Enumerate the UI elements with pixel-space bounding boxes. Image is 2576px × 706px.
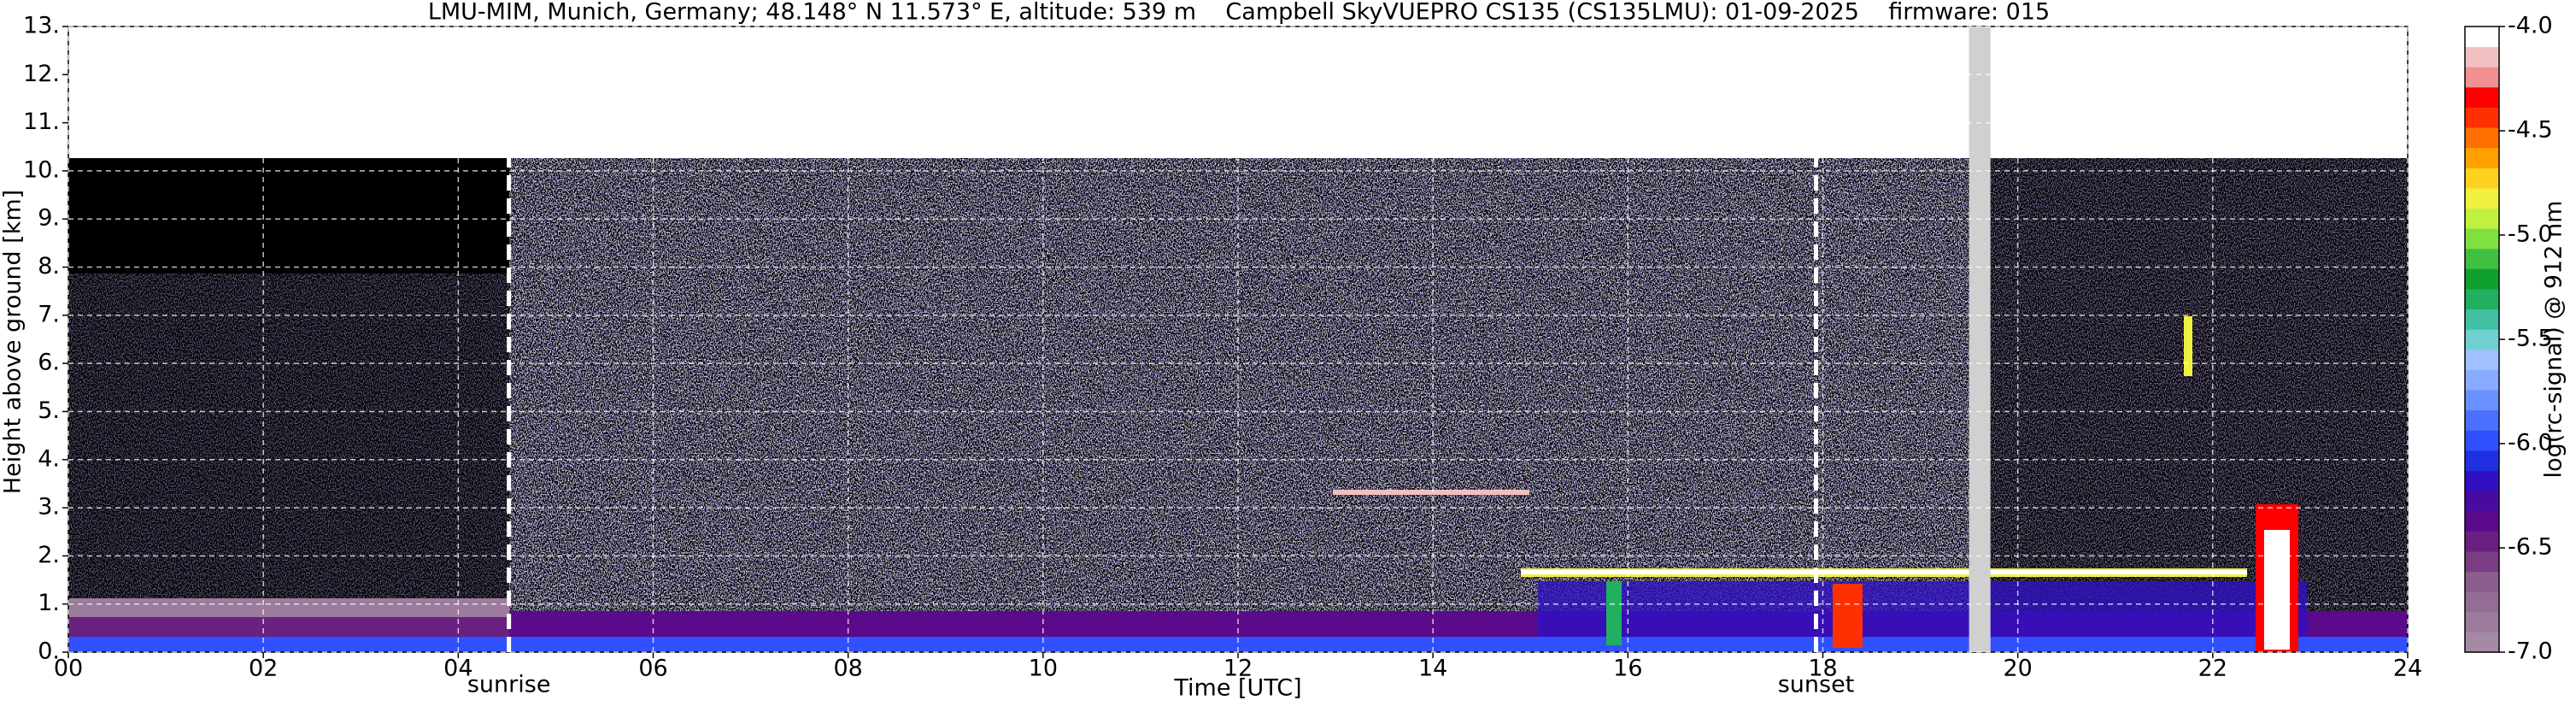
colorbar-segment bbox=[2465, 390, 2499, 411]
x-tick-label: 24 bbox=[2393, 656, 2422, 682]
colorbar-segment bbox=[2465, 611, 2499, 632]
colorbar-segment bbox=[2465, 510, 2499, 532]
colorbar-segment bbox=[2465, 288, 2499, 310]
y-tick-label: 9. bbox=[38, 205, 60, 232]
y-tick-label: 4. bbox=[38, 445, 60, 472]
colorbar-segment bbox=[2465, 46, 2499, 68]
y-tick-label: 0. bbox=[38, 638, 60, 665]
x-tick-label: 14 bbox=[1418, 656, 1447, 682]
x-tick-label: 06 bbox=[638, 656, 667, 682]
colorbar-segment bbox=[2465, 187, 2499, 209]
x-tick-label: 18 bbox=[1808, 656, 1837, 682]
y-tick-label: 1. bbox=[38, 590, 60, 616]
colorbar-segment bbox=[2465, 208, 2499, 229]
sunset-label: sunset bbox=[1778, 672, 1855, 698]
colorbar-tick-label: -4.5 bbox=[2508, 117, 2553, 144]
colorbar-segment bbox=[2465, 168, 2499, 189]
y-tick-label: 13. bbox=[23, 13, 60, 39]
colorbar-segment bbox=[2465, 591, 2499, 613]
y-tick-label: 6. bbox=[38, 350, 60, 376]
y-tick-label: 8. bbox=[38, 253, 60, 279]
y-tick-label: 12. bbox=[23, 61, 60, 87]
colorbar-tick-label: -5.5 bbox=[2508, 326, 2553, 352]
colorbar-segment bbox=[2465, 632, 2499, 653]
x-tick-label: 20 bbox=[2003, 656, 2032, 682]
y-axis-label: Height above ground [km] bbox=[0, 190, 26, 494]
colorbar-segment bbox=[2465, 67, 2499, 88]
colorbar-segment bbox=[2465, 369, 2499, 391]
colorbar-tick-label: -4.0 bbox=[2508, 13, 2553, 39]
x-tick-label: 00 bbox=[54, 656, 83, 682]
colorbar-segment bbox=[2465, 491, 2499, 512]
colorbar-segment bbox=[2465, 329, 2499, 350]
heatmap-image bbox=[68, 158, 2408, 652]
colorbar-segment bbox=[2465, 349, 2499, 370]
x-axis-label: Time [UTC] bbox=[1173, 675, 1301, 702]
y-tick-label: 2. bbox=[38, 542, 60, 568]
colorbar-segment bbox=[2465, 470, 2499, 491]
x-tick-label: 12 bbox=[1223, 656, 1253, 682]
colorbar-segment bbox=[2465, 450, 2499, 471]
x-tick-label: 02 bbox=[249, 656, 278, 682]
colorbar-segment bbox=[2465, 430, 2499, 451]
colorbar-segment bbox=[2465, 571, 2499, 592]
colorbar-segment bbox=[2465, 309, 2499, 330]
colorbar-segment bbox=[2465, 127, 2499, 149]
colorbar-tick-label: -6.5 bbox=[2508, 534, 2553, 561]
x-tick-label: 22 bbox=[2198, 656, 2227, 682]
colorbar-segment bbox=[2465, 147, 2499, 168]
sunrise-label: sunrise bbox=[467, 672, 551, 698]
colorbar-segment bbox=[2465, 248, 2499, 269]
colorbar-segment bbox=[2465, 531, 2499, 552]
colorbar-segment bbox=[2465, 409, 2499, 431]
colorbar-segment bbox=[2465, 268, 2499, 290]
y-tick-label: 10. bbox=[23, 156, 60, 183]
y-tick-label: 11. bbox=[23, 109, 60, 135]
colorbar-segment bbox=[2465, 550, 2499, 573]
y-tick-label: 7. bbox=[38, 301, 60, 327]
x-tick-label: 10 bbox=[1029, 656, 1058, 682]
x-tick-label: 04 bbox=[443, 656, 472, 682]
colorbar-segment bbox=[2465, 107, 2499, 128]
colorbar-tick-label: -6.0 bbox=[2508, 430, 2553, 456]
x-tick-label: 16 bbox=[1613, 656, 1642, 682]
colorbar-tick-label: -7.0 bbox=[2508, 638, 2553, 665]
data-gap bbox=[1969, 26, 1991, 652]
x-tick-label: 08 bbox=[833, 656, 862, 682]
colorbar-tick-label: -5.0 bbox=[2508, 221, 2553, 248]
y-tick-label: 3. bbox=[38, 494, 60, 521]
chart-title: LMU-MIM, Munich, Germany; 48.148° N 11.5… bbox=[428, 0, 2050, 26]
colorbar-segment bbox=[2465, 86, 2499, 108]
colorbar-label: log(rc-signal) @ 912 nm bbox=[2541, 201, 2567, 479]
colorbar-segment bbox=[2465, 26, 2499, 48]
colorbar-segment bbox=[2465, 228, 2499, 250]
y-tick-label: 5. bbox=[38, 397, 60, 424]
